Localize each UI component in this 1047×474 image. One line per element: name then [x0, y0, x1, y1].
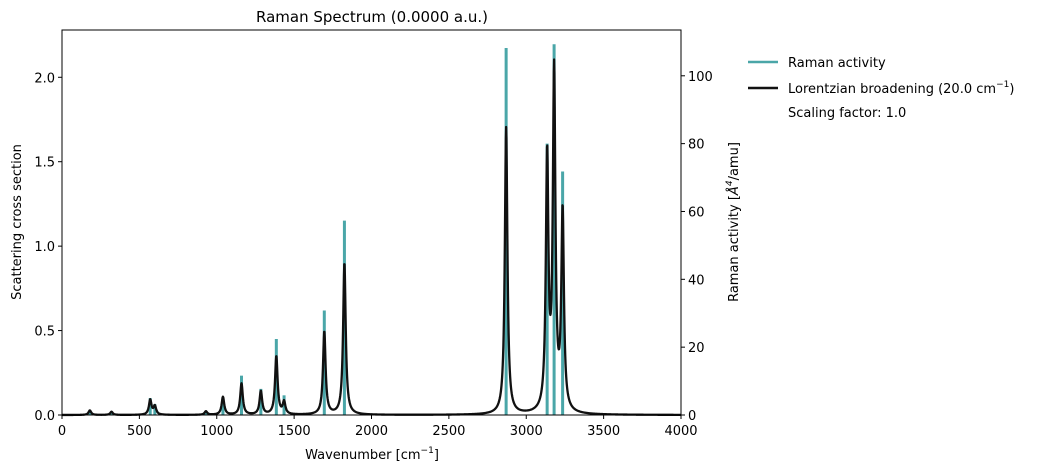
y-right-tick-label-1: 20	[688, 341, 705, 356]
y-left-tick-label-4: 2.0	[34, 71, 55, 86]
x-tick-label-0: 0	[58, 424, 66, 439]
y-left-tick-label-2: 1.0	[34, 240, 55, 255]
y-right-axis-label-unit: Å	[726, 186, 742, 196]
y-left-axis-label: Scattering cross section	[10, 144, 25, 300]
x-tick-label-1000: 1000	[200, 424, 233, 439]
legend-lorentz-label: Lorentzian broadening (20.0 cm−1)	[788, 80, 1014, 97]
y-right-tick-label-3: 60	[688, 205, 705, 220]
x-tick-label-3000: 3000	[510, 424, 543, 439]
legend-raman-label: Raman activity	[788, 56, 886, 71]
legend-scaling-label: Scaling factor: 1.0	[788, 106, 906, 121]
y-left-tick-label-3: 1.5	[34, 156, 55, 171]
y-left-axis-ticks: 0.0 0.5 1.0 1.5 2.0	[34, 71, 62, 424]
y-right-axis-ticks: 0 20 40 60 80 100	[681, 70, 713, 424]
x-tick-label-500: 500	[127, 424, 152, 439]
legend: Raman activity Lorentzian broadening (20…	[748, 56, 1014, 121]
y-right-axis-label-superscript: 4	[725, 180, 735, 186]
x-axis-ticks: 0 500 1000 1500 2000 2500 3000 3500 4000	[58, 415, 698, 439]
x-tick-label-4000: 4000	[664, 424, 697, 439]
x-axis-label-superscript: −1	[421, 446, 434, 456]
y-left-tick-label-0: 0.0	[34, 409, 55, 424]
x-tick-label-1500: 1500	[278, 424, 311, 439]
y-right-axis-label: Raman activity [Å4/amu]	[725, 142, 742, 302]
y-left-tick-label-1: 0.5	[34, 325, 55, 340]
x-axis-label: Wavenumber [cm−1]	[305, 446, 439, 463]
y-right-tick-label-0: 0	[688, 409, 696, 424]
x-tick-label-2500: 2500	[432, 424, 465, 439]
legend-lorentz-superscript: −1	[996, 80, 1009, 90]
y-right-tick-label-2: 40	[688, 273, 705, 288]
x-tick-label-2000: 2000	[355, 424, 388, 439]
chart-title: Raman Spectrum (0.0000 a.u.)	[256, 8, 488, 26]
x-tick-label-3500: 3500	[587, 424, 620, 439]
y-right-tick-label-4: 80	[688, 138, 705, 153]
y-right-tick-label-5: 100	[688, 70, 713, 85]
